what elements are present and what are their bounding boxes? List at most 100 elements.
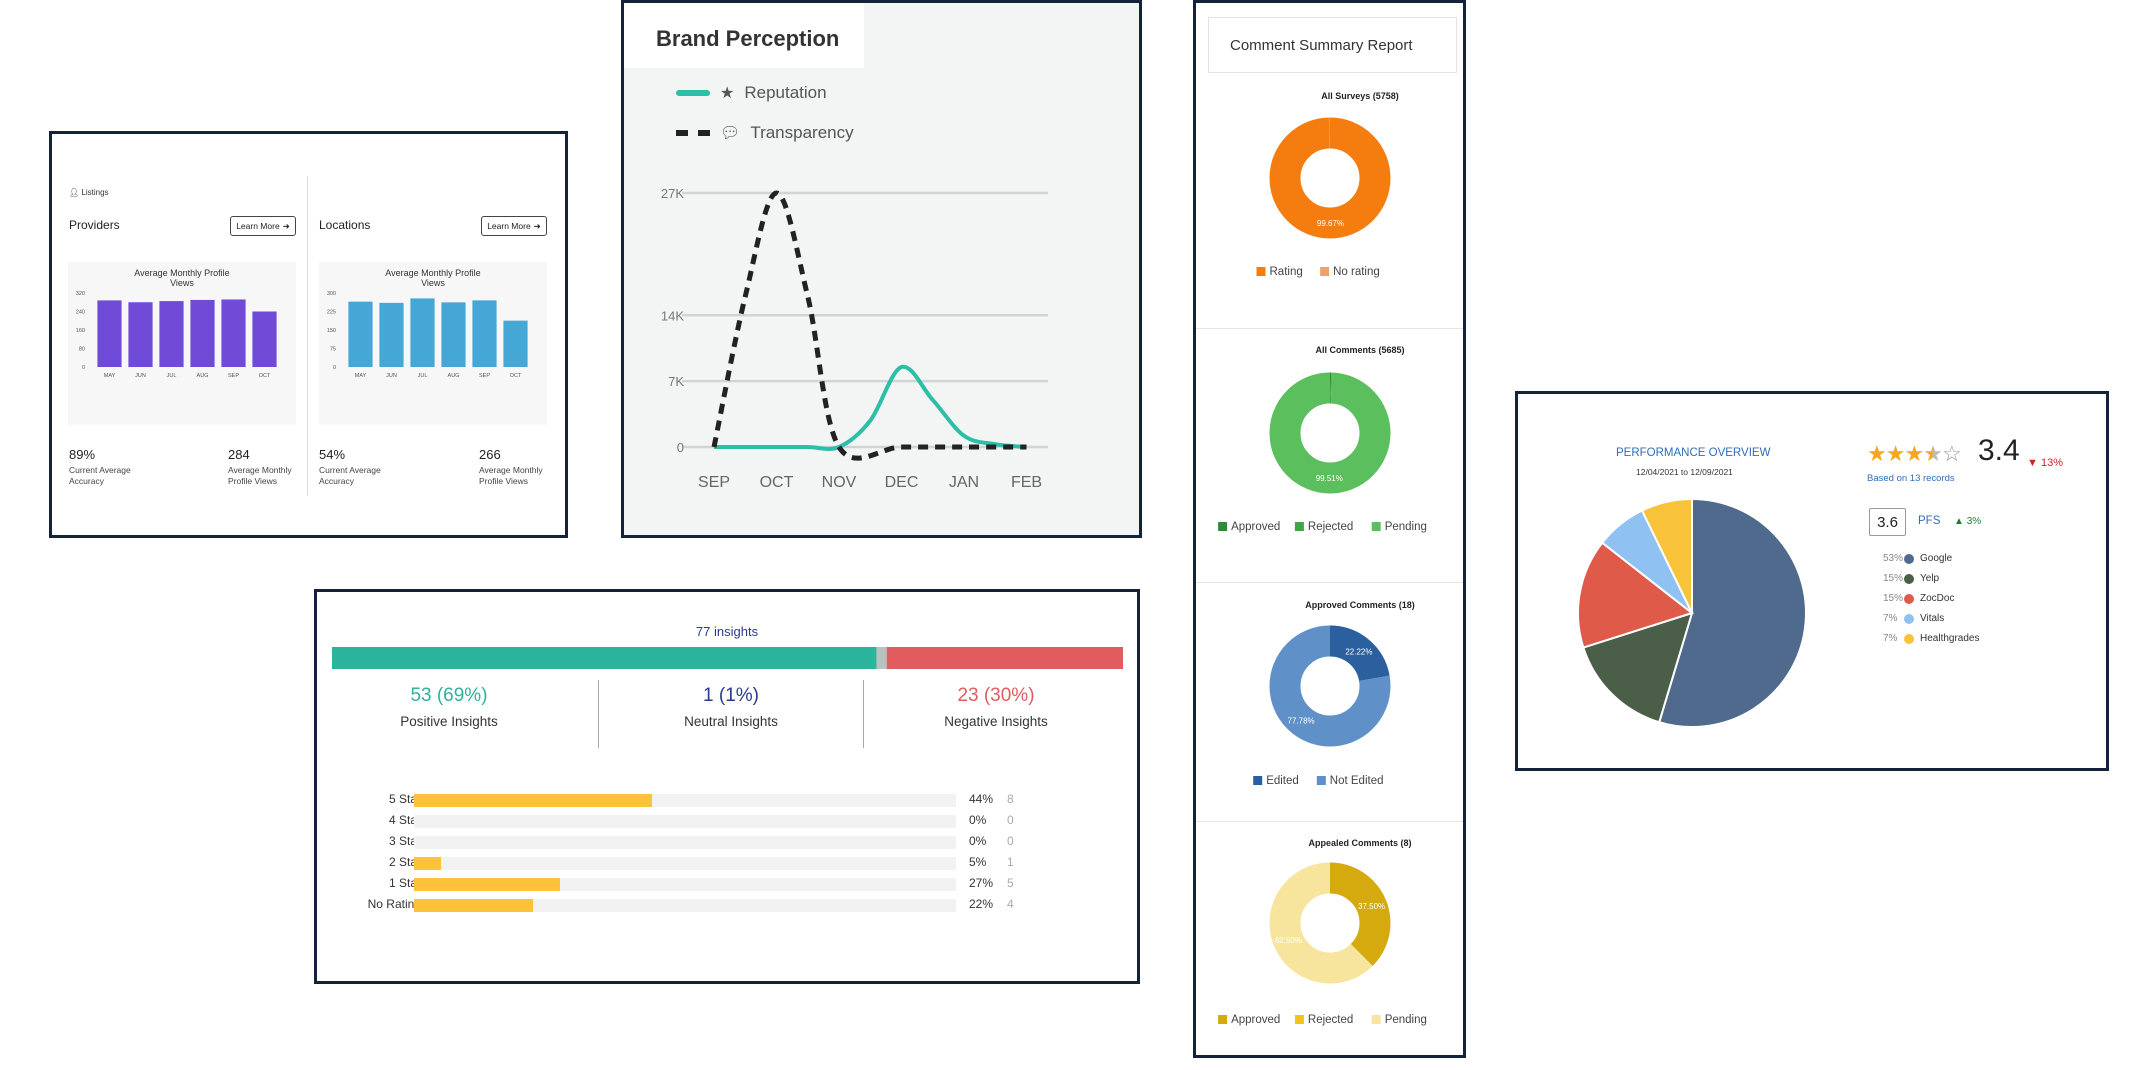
listings-header: 👤︎ Listings bbox=[69, 188, 109, 197]
locations-accuracy-value: 54% bbox=[319, 447, 346, 462]
legend-row: 7% Vitals bbox=[1883, 613, 1944, 624]
legend-swatch bbox=[1320, 267, 1330, 276]
providers-accuracy-value: 89% bbox=[69, 447, 96, 462]
star-rating-icons: ★★★★☆ bbox=[1867, 441, 1962, 467]
y-tick-label: 27K bbox=[661, 186, 684, 201]
negative-label: Negative Insights bbox=[944, 714, 1048, 729]
star-row-label: No Rating bbox=[367, 897, 421, 911]
star-row-track bbox=[414, 815, 956, 828]
x-tick-label: JUN bbox=[386, 373, 397, 379]
star-row: 1 Star 27% 5 bbox=[317, 876, 1137, 892]
star-row-fill bbox=[414, 899, 534, 912]
brand-line-chart: 0 7K 14K 27K SEP OCT NOV DEC JAN FEB bbox=[661, 186, 1048, 491]
star-row-track bbox=[414, 857, 956, 870]
star-row-count: 1 bbox=[1007, 855, 1014, 869]
pfs-label: PFS bbox=[1918, 515, 1941, 527]
neutral-segment bbox=[876, 647, 887, 669]
positive-segment bbox=[332, 647, 877, 669]
x-tick-label: SEP bbox=[228, 373, 239, 379]
y-tick-label: 240 bbox=[76, 310, 85, 316]
legend-row: 53% Google bbox=[1883, 553, 1952, 564]
star-row-count: 0 bbox=[1007, 813, 1014, 827]
chart-title-line: Average Monthly Profile bbox=[134, 268, 229, 278]
locations-title: Locations bbox=[319, 218, 371, 232]
x-tick-label: MAY bbox=[355, 373, 367, 379]
bar bbox=[252, 311, 277, 367]
donut-title: All Surveys (5758) bbox=[1321, 91, 1399, 101]
locations-learn-more-button[interactable]: Learn More ➜ bbox=[481, 216, 547, 236]
x-tick-label: JUL bbox=[167, 373, 177, 379]
donut-title: Appealed Comments (8) bbox=[1308, 838, 1411, 848]
user-icon: 👤︎ bbox=[69, 188, 80, 197]
brand-perception-panel: Brand Perception ★ Reputation 💬︎ Transpa… bbox=[621, 0, 1142, 538]
legend-label: Yelp bbox=[1920, 573, 1940, 584]
x-tick-label: MAY bbox=[104, 373, 116, 379]
legend-row: 7% Healthgrades bbox=[1883, 633, 1979, 644]
x-tick-label: AUG bbox=[197, 373, 209, 379]
x-tick-label: OCT bbox=[510, 373, 522, 379]
star-full-icon: ★ bbox=[1867, 441, 1887, 466]
locations-accuracy-label: Current Average Accuracy bbox=[319, 465, 381, 486]
chart-title-line: Views bbox=[421, 278, 445, 288]
legend-dot bbox=[1904, 633, 1914, 644]
bar bbox=[503, 320, 528, 367]
star-row-percent: 22% bbox=[969, 897, 994, 911]
legend-dot bbox=[1904, 593, 1914, 604]
pie-slice-google bbox=[1657, 497, 1807, 728]
y-tick-label: 14K bbox=[661, 308, 684, 323]
x-tick-label: JUN bbox=[135, 373, 146, 379]
listings-panel: 👤︎ Listings Providers Learn More ➜ Locat… bbox=[49, 131, 568, 538]
providers-title: Providers bbox=[69, 218, 120, 232]
providers-learn-more-button[interactable]: Learn More ➜ bbox=[230, 216, 296, 236]
bar bbox=[190, 299, 215, 367]
providers-views-value: 284 bbox=[228, 447, 250, 462]
bar bbox=[128, 302, 153, 367]
legend-label: Reputation bbox=[744, 83, 827, 102]
neutral-label: Neutral Insights bbox=[684, 714, 778, 729]
legend-swatch bbox=[1316, 776, 1326, 785]
star-row-percent: 27% bbox=[969, 876, 994, 890]
x-tick-label: JAN bbox=[949, 474, 979, 491]
bar bbox=[221, 299, 246, 367]
legend-label: Not Edited bbox=[1330, 775, 1384, 787]
legend-label: Healthgrades bbox=[1920, 633, 1980, 644]
arrow-right-icon: ➜ bbox=[533, 220, 541, 231]
bar bbox=[441, 302, 466, 367]
reputation-swatch bbox=[676, 90, 710, 96]
legend-percent: 15% bbox=[1883, 593, 1904, 604]
insights-panel: 77 insights 53 (69%) Positive Insights 1… bbox=[314, 589, 1140, 984]
star-row: 5 Star 44% 8 bbox=[317, 792, 1137, 808]
x-tick-label: AUG bbox=[448, 373, 460, 379]
donut-label: 99.51% bbox=[1316, 474, 1343, 483]
bar bbox=[472, 300, 497, 367]
legend-label: Pending bbox=[1385, 1014, 1427, 1026]
x-tick-label: SEP bbox=[479, 373, 490, 379]
y-tick-label: 150 bbox=[327, 328, 336, 334]
legend-label: Approved bbox=[1231, 521, 1280, 533]
legend-label: Edited bbox=[1266, 775, 1299, 787]
legend-dot bbox=[1904, 573, 1914, 584]
arrow-up-icon: ▲ bbox=[1954, 516, 1964, 527]
bar bbox=[379, 302, 404, 367]
legend-label: Rejected bbox=[1308, 1014, 1353, 1026]
star-row-track bbox=[414, 878, 956, 891]
star-row-fill bbox=[414, 857, 442, 870]
legend-dot bbox=[1904, 613, 1914, 624]
insights-stacked-bar bbox=[332, 647, 1123, 669]
bar bbox=[97, 300, 122, 367]
chat-bubble-icon: 💬︎ bbox=[720, 125, 741, 142]
bar bbox=[159, 301, 184, 367]
donut-label: 62.50% bbox=[1275, 936, 1302, 945]
performance-pie-chart bbox=[1577, 497, 1807, 728]
performance-overview-panel: PERFORMANCE OVERVIEW 12/04/2021 to 12/09… bbox=[1515, 391, 2109, 771]
insights-divider bbox=[863, 680, 864, 748]
star-row-track bbox=[414, 836, 956, 849]
donut-label: 99.67% bbox=[1317, 219, 1344, 228]
negative-value: 23 (30%) bbox=[957, 685, 1035, 706]
negative-insights: 23 (30%) Negative Insights bbox=[864, 685, 1128, 729]
arrow-down-icon: ▼ bbox=[2027, 457, 2038, 469]
legend-row: 15% Yelp bbox=[1883, 573, 1939, 584]
bar bbox=[410, 298, 435, 367]
reputation-icon: ★ bbox=[720, 85, 735, 102]
